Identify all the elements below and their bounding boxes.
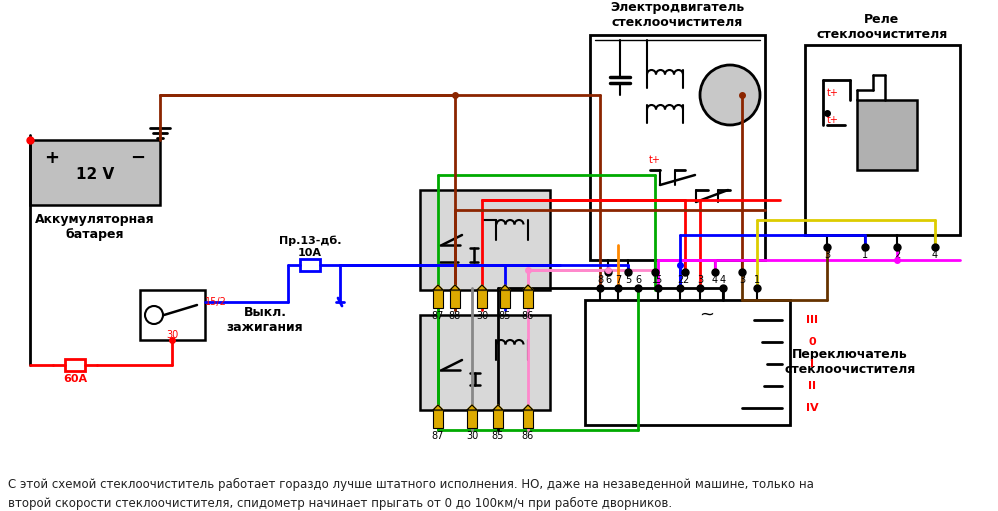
Bar <box>590 35 765 260</box>
Circle shape <box>700 65 760 125</box>
Text: 6: 6 <box>635 275 641 285</box>
Text: 15/2: 15/2 <box>205 297 227 307</box>
Bar <box>477 290 487 308</box>
Polygon shape <box>493 405 503 410</box>
Text: Аккумуляторная
батарея: Аккумуляторная батарея <box>35 213 155 241</box>
Text: III: III <box>806 315 818 325</box>
Text: 3: 3 <box>824 250 830 260</box>
Text: Выкл.
зажигания: Выкл. зажигания <box>227 306 303 334</box>
Text: 5: 5 <box>625 275 631 285</box>
Text: 5: 5 <box>655 275 661 285</box>
Polygon shape <box>433 285 443 290</box>
Text: Пр.13-дб.
10А: Пр.13-дб. 10А <box>278 236 341 258</box>
Text: +: + <box>45 149 60 167</box>
Text: Переключатель
стеклоочистителя: Переключатель стеклоочистителя <box>784 348 915 376</box>
Text: 88: 88 <box>449 311 461 321</box>
Text: 85: 85 <box>499 311 511 321</box>
Text: 86: 86 <box>522 431 534 441</box>
Text: 7: 7 <box>615 275 621 285</box>
Polygon shape <box>477 285 487 290</box>
Text: 8: 8 <box>597 275 603 285</box>
Bar <box>500 290 510 308</box>
Polygon shape <box>523 405 533 410</box>
Text: 3: 3 <box>739 275 746 285</box>
Bar <box>523 410 533 428</box>
Text: 86: 86 <box>522 311 534 321</box>
Bar <box>140 290 205 340</box>
Bar <box>585 300 790 425</box>
Text: 87: 87 <box>432 431 444 441</box>
Circle shape <box>145 306 163 324</box>
Text: 3: 3 <box>697 275 703 285</box>
Polygon shape <box>523 285 533 290</box>
Text: 30: 30 <box>476 311 488 321</box>
Bar <box>857 100 917 170</box>
Polygon shape <box>433 405 443 410</box>
Text: 87: 87 <box>432 311 444 321</box>
Text: 1: 1 <box>652 275 658 285</box>
Text: t+: t+ <box>827 88 839 98</box>
Text: II: II <box>808 381 816 391</box>
Polygon shape <box>450 285 460 290</box>
Bar <box>433 290 443 308</box>
Text: 30: 30 <box>466 431 478 441</box>
Text: 4: 4 <box>712 275 719 285</box>
Text: −: − <box>131 149 146 167</box>
Text: 4: 4 <box>720 275 727 285</box>
Text: Электродвигатель
стеклоочистителя: Электродвигатель стеклоочистителя <box>610 1 745 29</box>
Text: 2: 2 <box>894 250 900 260</box>
Text: 60А: 60А <box>63 374 87 384</box>
Text: 85: 85 <box>492 431 504 441</box>
Text: I: I <box>810 359 814 369</box>
Bar <box>467 410 477 428</box>
Text: 1: 1 <box>753 275 760 285</box>
Text: 4: 4 <box>932 250 938 260</box>
Bar <box>433 410 443 428</box>
Text: t+: t+ <box>827 115 839 125</box>
Text: 30: 30 <box>166 330 178 340</box>
Text: t+: t+ <box>649 155 661 165</box>
Bar <box>805 45 960 235</box>
Polygon shape <box>467 405 477 410</box>
Bar <box>420 315 550 410</box>
Bar <box>30 140 160 205</box>
Bar <box>493 410 503 428</box>
Text: С этой схемой стеклоочиститель работает гораздо лучше штатного исполнения. НО, д: С этой схемой стеклоочиститель работает … <box>8 478 814 510</box>
Polygon shape <box>500 285 510 290</box>
Text: 0: 0 <box>808 337 815 347</box>
Text: Реле
стеклоочистителя: Реле стеклоочистителя <box>816 13 948 41</box>
Text: 1: 1 <box>862 250 868 260</box>
Text: IV: IV <box>805 403 818 413</box>
Text: ~: ~ <box>700 306 715 324</box>
Text: 2: 2 <box>682 275 689 285</box>
Bar <box>65 359 85 371</box>
Text: 6: 6 <box>605 275 611 285</box>
Bar <box>523 290 533 308</box>
Bar <box>420 190 550 290</box>
Bar <box>300 259 320 271</box>
Text: 2: 2 <box>677 275 683 285</box>
Bar <box>450 290 460 308</box>
Text: 12 V: 12 V <box>76 167 114 181</box>
